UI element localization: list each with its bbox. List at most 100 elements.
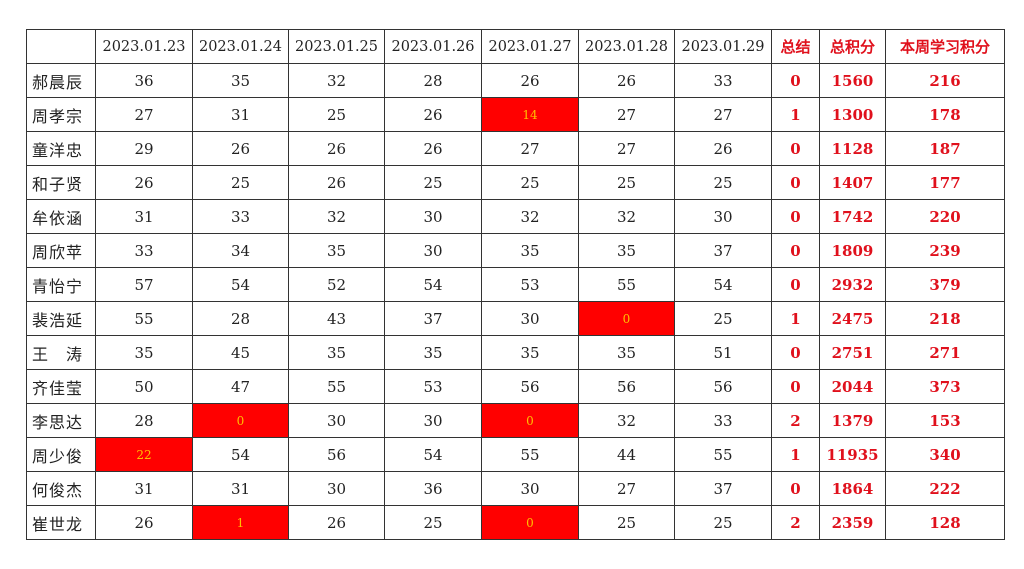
score-cell: 31 [95,471,193,506]
summary-cell: 0 [771,369,820,404]
score-cell: 37 [674,471,772,506]
date-header: 2023.01.24 [192,29,289,64]
student-name: 崔世龙 [26,505,96,540]
summary-cell: 1 [771,97,820,132]
score-cell: 32 [288,63,385,98]
score-cell: 56 [578,369,675,404]
score-cell: 25 [674,301,772,336]
summary-header: 总结 [771,29,820,64]
score-cell: 30 [288,403,385,438]
score-cell: 25 [578,505,675,540]
score-cell: 31 [95,199,193,234]
score-cell: 52 [288,267,385,302]
score-cell: 27 [674,97,772,132]
score-cell: 56 [288,437,385,472]
score-cell: 30 [674,199,772,234]
student-name: 齐佳莹 [26,369,96,404]
score-cell: 30 [384,233,482,268]
score-cell: 26 [674,131,772,166]
score-cell: 25 [674,505,772,540]
score-cell: 27 [578,471,675,506]
score-cell: 25 [578,165,675,200]
score-cell: 35 [578,335,675,370]
score-cell-flagged: 1 [192,505,289,540]
score-cell: 30 [288,471,385,506]
weekly-points-header: 本周学习积分 [885,29,1005,64]
table-row: 李思达 28 0 30 30 0 32 33 2 1379 153 [26,403,1005,438]
score-cell: 54 [384,267,482,302]
score-cell: 53 [481,267,579,302]
student-name: 裴浩延 [26,301,96,336]
score-cell: 44 [578,437,675,472]
score-cell: 30 [384,403,482,438]
score-cell: 27 [95,97,193,132]
score-cell: 29 [95,131,193,166]
score-cell: 54 [192,437,289,472]
score-cell: 32 [578,403,675,438]
score-cell: 51 [674,335,772,370]
student-name: 青怡宁 [26,267,96,302]
score-cell: 33 [95,233,193,268]
student-name: 王 涛 [26,335,96,370]
score-cell: 26 [95,165,193,200]
score-cell: 33 [674,403,772,438]
summary-cell: 0 [771,335,820,370]
weekly-points-cell: 340 [885,437,1005,472]
score-cell: 50 [95,369,193,404]
date-header: 2023.01.26 [384,29,482,64]
total-points-cell: 1407 [819,165,886,200]
header-row: 2023.01.23 2023.01.24 2023.01.25 2023.01.26… [26,29,1005,64]
score-cell: 56 [481,369,579,404]
summary-cell: 1 [771,301,820,336]
score-cell: 35 [384,335,482,370]
score-cell: 35 [95,335,193,370]
score-cell: 55 [288,369,385,404]
table-row: 周孝宗 27 31 25 26 14 27 27 1 1300 178 [26,97,1005,132]
score-cell: 57 [95,267,193,302]
student-name: 周孝宗 [26,97,96,132]
score-cell: 45 [192,335,289,370]
weekly-points-cell: 373 [885,369,1005,404]
weekly-points-cell: 271 [885,335,1005,370]
total-points-cell: 1300 [819,97,886,132]
summary-cell: 0 [771,267,820,302]
score-cell: 28 [192,301,289,336]
score-cell: 30 [384,199,482,234]
date-header: 2023.01.23 [95,29,193,64]
score-cell: 26 [288,505,385,540]
score-cell: 35 [481,233,579,268]
total-points-cell: 1742 [819,199,886,234]
score-cell: 56 [674,369,772,404]
table-row: 和子贤 26 25 26 25 25 25 25 0 1407 177 [26,165,1005,200]
score-cell: 25 [288,97,385,132]
score-cell: 47 [192,369,289,404]
table-row: 童洋忠 29 26 26 26 27 27 26 0 1128 187 [26,131,1005,166]
score-cell: 35 [481,335,579,370]
score-cell: 35 [288,233,385,268]
score-cell: 55 [481,437,579,472]
score-cell: 54 [674,267,772,302]
weekly-points-cell: 216 [885,63,1005,98]
score-cell: 33 [674,63,772,98]
score-cell: 31 [192,97,289,132]
summary-cell: 0 [771,63,820,98]
score-cell: 28 [384,63,482,98]
summary-cell: 0 [771,233,820,268]
score-cell: 26 [288,131,385,166]
student-name: 牟依涵 [26,199,96,234]
score-cell: 26 [384,131,482,166]
score-cell: 30 [481,471,579,506]
score-cell-flagged: 0 [481,403,579,438]
score-cell: 36 [95,63,193,98]
student-name: 童洋忠 [26,131,96,166]
score-cell: 35 [192,63,289,98]
total-points-cell: 11935 [819,437,886,472]
date-header: 2023.01.27 [481,29,579,64]
table-row: 齐佳莹 50 47 55 53 56 56 56 0 2044 373 [26,369,1005,404]
score-cell: 26 [384,97,482,132]
score-cell: 31 [192,471,289,506]
table-row: 青怡宁 57 54 52 54 53 55 54 0 2932 379 [26,267,1005,302]
score-cell: 28 [95,403,193,438]
total-points-cell: 1128 [819,131,886,166]
score-cell: 25 [384,505,482,540]
